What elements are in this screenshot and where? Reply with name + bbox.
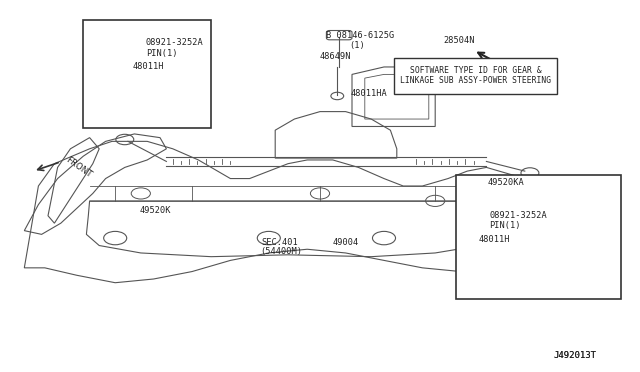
Text: (54400M): (54400M) xyxy=(260,247,302,256)
Text: PIN(1): PIN(1) xyxy=(490,221,521,230)
Text: 48011H: 48011H xyxy=(132,62,164,71)
Text: 49520KA: 49520KA xyxy=(488,178,524,187)
Text: 49520K: 49520K xyxy=(140,206,171,215)
Text: FRONT: FRONT xyxy=(64,155,93,180)
Text: 28504N: 28504N xyxy=(443,36,474,45)
Text: 08921-3252A: 08921-3252A xyxy=(490,211,547,220)
Text: 49004: 49004 xyxy=(333,238,359,247)
Text: 48011HA: 48011HA xyxy=(351,89,387,98)
Text: (1): (1) xyxy=(349,41,365,50)
Text: PIN(1): PIN(1) xyxy=(146,49,177,58)
Text: 08921-3252A: 08921-3252A xyxy=(146,38,204,47)
Text: B 08146-6125G: B 08146-6125G xyxy=(326,31,395,40)
Text: SEC.401: SEC.401 xyxy=(261,238,298,247)
Bar xyxy=(83,20,211,128)
Text: SOFTWARE TYPE ID FOR GEAR &
LINKAGE SUB ASSY-POWER STEERING: SOFTWARE TYPE ID FOR GEAR & LINKAGE SUB … xyxy=(400,66,551,86)
Text: 48649N: 48649N xyxy=(320,52,351,61)
Bar xyxy=(394,58,557,94)
Bar xyxy=(456,175,621,299)
Text: J492013T: J492013T xyxy=(554,351,596,360)
Text: 48011H: 48011H xyxy=(479,235,510,244)
Text: J492013T: J492013T xyxy=(554,351,596,360)
